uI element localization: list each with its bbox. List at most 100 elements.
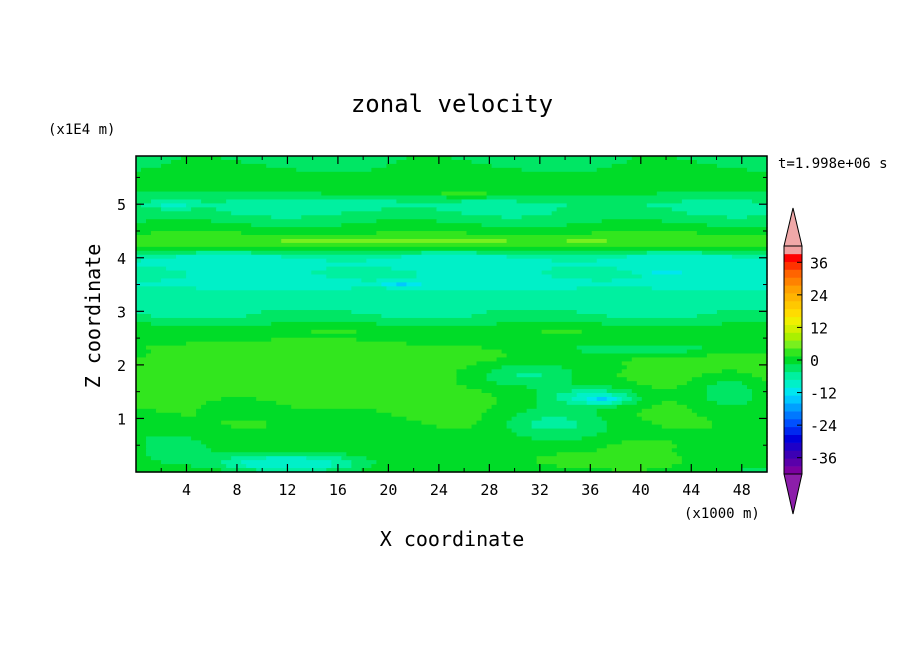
contour-cell [461, 199, 518, 204]
contour-cell [496, 381, 573, 386]
contour-cell [141, 203, 162, 208]
x-axis-title: X coordinate [380, 527, 525, 551]
contour-cell [281, 238, 508, 244]
contour-cell [466, 365, 503, 370]
contour-cell [176, 254, 282, 260]
contour-cell [616, 396, 623, 402]
contour-cell [211, 219, 377, 224]
contour-cell [196, 286, 352, 291]
contour-cell [136, 238, 282, 244]
contour-cell [231, 456, 267, 461]
x-tick-label: 8 [232, 481, 241, 499]
contour-cell [246, 464, 332, 469]
contour-cell [636, 381, 688, 386]
contour-cell [136, 163, 162, 169]
contour-cell [676, 452, 768, 457]
x-unit-label: (x1000 m) [684, 506, 760, 522]
contour-cell [136, 440, 147, 445]
x-tick-label: 4 [182, 481, 191, 499]
contour-cell [611, 393, 628, 398]
contour-cell [371, 167, 523, 173]
contour-cell [136, 408, 157, 414]
contour-cell [416, 270, 543, 276]
contour-cell [421, 250, 478, 256]
contour-cell [261, 310, 352, 315]
contour-cell [136, 464, 192, 469]
contour-cell [601, 416, 643, 422]
colorbar-label: 12 [810, 319, 828, 337]
contour-cell [266, 456, 307, 461]
x-tick-label: 12 [278, 481, 296, 499]
contour-cell [351, 464, 372, 469]
contour-cell [691, 377, 763, 382]
contour-cell [536, 460, 683, 465]
contour-cell [571, 377, 628, 382]
contour-cell [151, 321, 272, 327]
contour-cell [651, 420, 713, 426]
contour-cell [536, 389, 573, 394]
colorbar-segment [784, 261, 802, 270]
contour-cell [136, 404, 202, 410]
contour-cell [226, 199, 398, 204]
colorbar-segment [784, 450, 802, 459]
contour-cell [256, 468, 327, 473]
contour-cell [346, 452, 558, 457]
contour-cell [136, 317, 768, 323]
contour-cell [721, 369, 738, 374]
contour-cell [596, 396, 608, 402]
colorbar-segment [784, 403, 802, 412]
contour-cell [421, 420, 478, 426]
contour-cell [576, 286, 653, 291]
contour-cell [636, 400, 663, 406]
colorbar-segment [784, 379, 802, 388]
contour-cell [681, 456, 768, 461]
contour-cell [516, 432, 598, 438]
contour-cell [551, 211, 688, 216]
contour-cell [421, 282, 768, 287]
chart-title: zonal velocity [351, 90, 553, 118]
contour-cell [456, 369, 493, 374]
contour-cell [626, 393, 638, 398]
y-tick-label: 3 [117, 303, 126, 321]
contour-cell [616, 404, 653, 410]
contour-cell [456, 381, 498, 386]
contour-cell [136, 389, 483, 394]
contour-cell [201, 199, 227, 204]
colorbar-segment [784, 246, 802, 255]
contour-cell [606, 238, 768, 244]
contour-cell [641, 408, 693, 414]
contour-cell [536, 404, 618, 410]
contour-cell [681, 199, 753, 204]
contour-cell [661, 219, 768, 224]
contour-cell [406, 416, 483, 422]
contour-cell [641, 274, 768, 280]
contour-cell [136, 195, 448, 201]
contour-cell [136, 400, 207, 406]
colorbar-segment [784, 371, 802, 380]
contour-cell [701, 345, 768, 351]
colorbar-segment [784, 269, 802, 278]
contour-cell [196, 412, 393, 418]
contour-cell [586, 400, 613, 406]
contour-cell [136, 353, 147, 359]
contour-cell [136, 333, 768, 339]
contour-cell [466, 385, 528, 390]
contour-cell [516, 373, 543, 378]
contour-cell [496, 321, 603, 327]
contour-cell [436, 207, 558, 212]
colorbar-segment [784, 348, 802, 357]
contour-cell [276, 400, 498, 406]
colorbar-segment [784, 356, 802, 365]
contour-cell [251, 223, 342, 228]
contour-cell [631, 156, 678, 161]
contour-cell [376, 219, 438, 224]
contour-cell [601, 321, 723, 327]
colorbar-segment [784, 332, 802, 341]
contour-cell [136, 329, 312, 335]
contour-cell [571, 369, 623, 374]
contour-cell [416, 274, 553, 280]
contour-cell [341, 456, 367, 461]
contour-cell [671, 464, 768, 469]
contour-cell [521, 167, 598, 173]
